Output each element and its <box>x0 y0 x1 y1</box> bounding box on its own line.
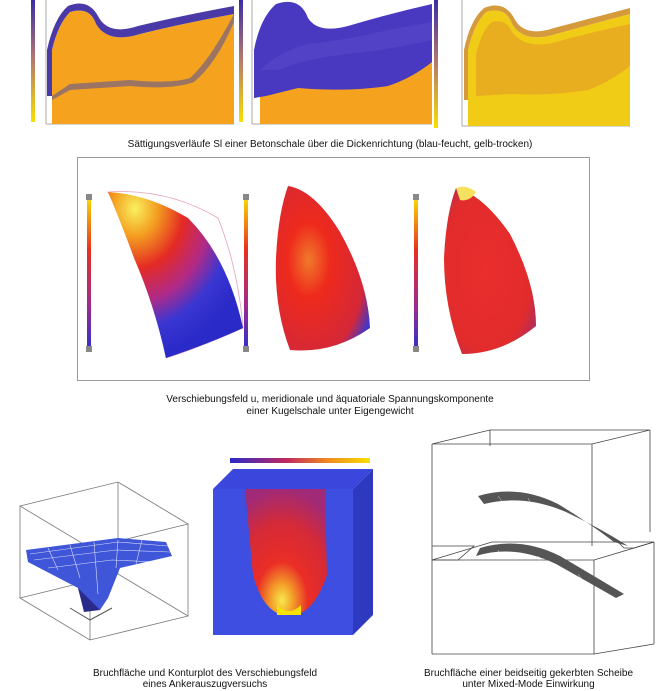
saturation-panel-2 <box>238 0 434 125</box>
anchor-contour-cube <box>205 455 395 655</box>
shell-plots <box>86 186 536 359</box>
anchor-fracture-surface <box>8 478 196 658</box>
anchor-caption-line-1: Bruchfläche und Konturplot des Verschieb… <box>92 668 318 679</box>
anchor-caption-line-2: eines Ankerauszugversuchs <box>142 679 268 690</box>
shell-frame <box>77 157 590 381</box>
notched-caption-line-2: unter Mixed-Mode Einwirkung <box>462 679 595 690</box>
notched-plate <box>428 426 660 662</box>
saturation-caption: Sättigungsverläufe Sl einer Betonschale … <box>127 139 533 150</box>
saturation-panel-3 <box>432 0 632 128</box>
saturation-panel-1 <box>30 0 235 125</box>
notched-caption-line-1: Bruchfläche einer beidseitig gekerbten S… <box>423 668 634 679</box>
shell-caption-line-1: Verschiebungsfeld u, meridionale und äqu… <box>166 394 494 405</box>
shell-caption-line-2: einer Kugelschale unter Eigengewicht <box>246 406 414 417</box>
